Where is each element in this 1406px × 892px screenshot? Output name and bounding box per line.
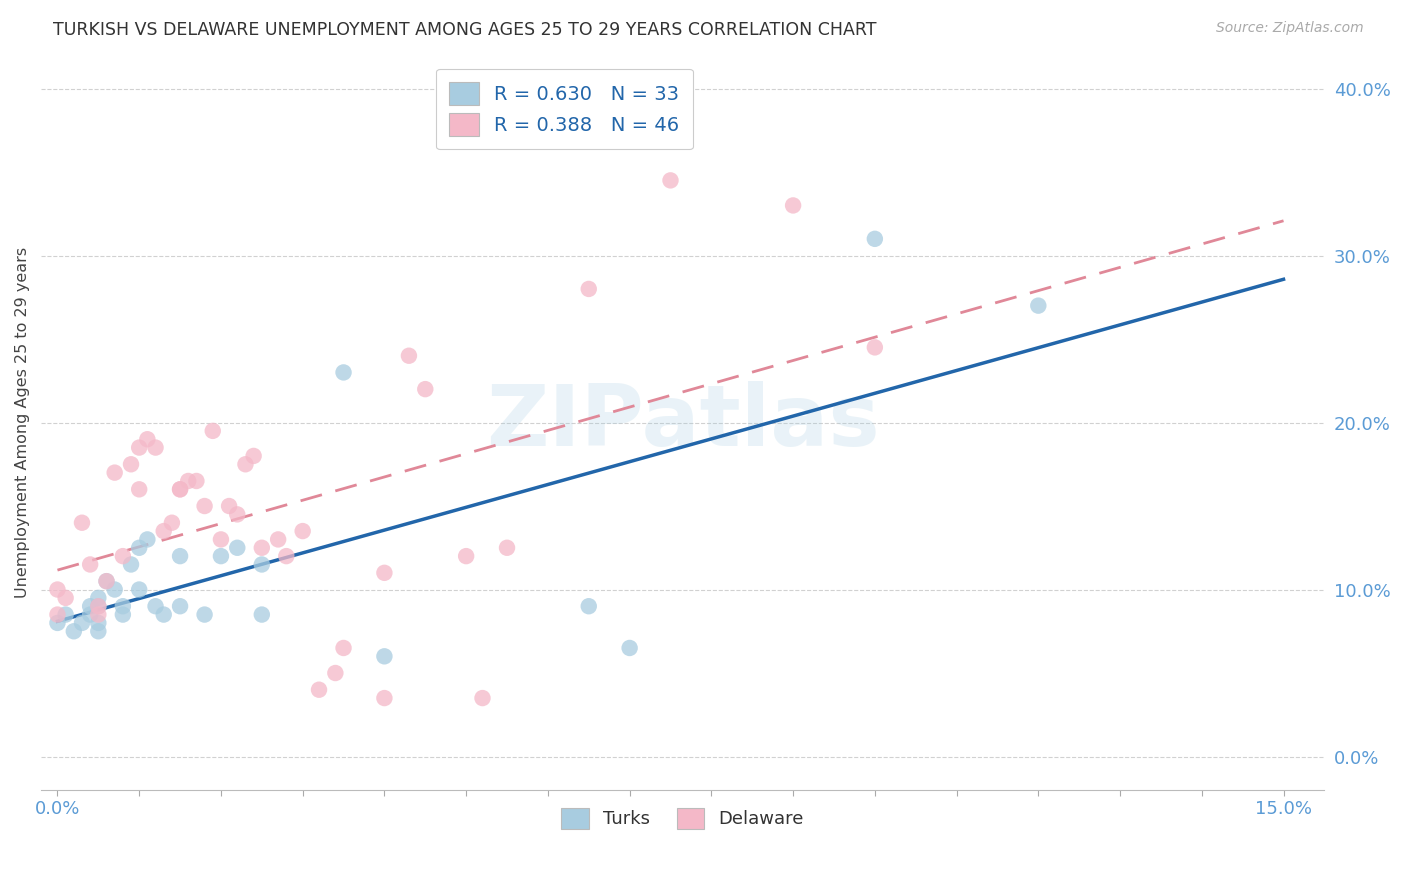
Point [79, 599, 101, 614]
Point [398, 349, 420, 363]
Point [250, 607, 273, 622]
Point [373, 649, 395, 664]
Point [782, 198, 804, 212]
Point [62, 624, 84, 639]
Point [325, 666, 347, 681]
Point [87, 615, 110, 630]
Point [96, 574, 118, 589]
Point [70, 516, 93, 530]
Point [578, 599, 600, 614]
Point [242, 449, 264, 463]
Point [120, 558, 142, 572]
Point [619, 640, 641, 655]
Point [267, 533, 290, 547]
Point [152, 607, 174, 622]
Point [128, 582, 150, 597]
Point [1026, 299, 1049, 313]
Text: Source: ZipAtlas.com: Source: ZipAtlas.com [1216, 21, 1364, 36]
Point [218, 499, 240, 513]
Point [578, 282, 600, 296]
Point [46, 582, 69, 597]
Point [55, 591, 77, 605]
Point [145, 599, 167, 614]
Point [169, 549, 191, 563]
Point [250, 541, 273, 555]
Point [186, 474, 208, 488]
Point [373, 691, 395, 706]
Point [226, 541, 249, 555]
Point [471, 691, 494, 706]
Point [160, 516, 183, 530]
Point [79, 607, 101, 622]
Y-axis label: Unemployment Among Ages 25 to 29 years: Unemployment Among Ages 25 to 29 years [15, 247, 30, 599]
Point [87, 624, 110, 639]
Point [235, 457, 257, 471]
Text: TURKISH VS DELAWARE UNEMPLOYMENT AMONG AGES 25 TO 29 YEARS CORRELATION CHART: TURKISH VS DELAWARE UNEMPLOYMENT AMONG A… [53, 21, 877, 39]
Point [46, 615, 69, 630]
Point [496, 541, 519, 555]
Point [169, 599, 191, 614]
Point [128, 483, 150, 497]
Point [276, 549, 298, 563]
Point [55, 607, 77, 622]
Point [111, 607, 134, 622]
Point [209, 549, 232, 563]
Point [46, 607, 69, 622]
Point [120, 457, 142, 471]
Point [863, 340, 886, 354]
Point [194, 607, 217, 622]
Point [96, 574, 118, 589]
Point [136, 432, 159, 446]
Legend: Turks, Delaware: Turks, Delaware [554, 801, 811, 836]
Point [87, 599, 110, 614]
Point [209, 533, 232, 547]
Point [136, 533, 159, 547]
Point [201, 424, 224, 438]
Point [863, 232, 886, 246]
Point [332, 366, 354, 380]
Point [308, 682, 330, 697]
Text: ZIPatlas: ZIPatlas [486, 381, 880, 464]
Point [70, 615, 93, 630]
Point [87, 599, 110, 614]
Point [145, 441, 167, 455]
Point [87, 591, 110, 605]
Point [169, 483, 191, 497]
Point [373, 566, 395, 580]
Point [128, 541, 150, 555]
Point [152, 524, 174, 538]
Point [87, 607, 110, 622]
Point [291, 524, 314, 538]
Point [104, 466, 127, 480]
Point [413, 382, 436, 396]
Point [456, 549, 478, 563]
Point [104, 582, 127, 597]
Point [111, 599, 134, 614]
Point [177, 474, 200, 488]
Point [226, 508, 249, 522]
Point [194, 499, 217, 513]
Point [659, 173, 682, 187]
Point [128, 441, 150, 455]
Point [169, 483, 191, 497]
Point [250, 558, 273, 572]
Point [111, 549, 134, 563]
Point [332, 640, 354, 655]
Point [79, 558, 101, 572]
